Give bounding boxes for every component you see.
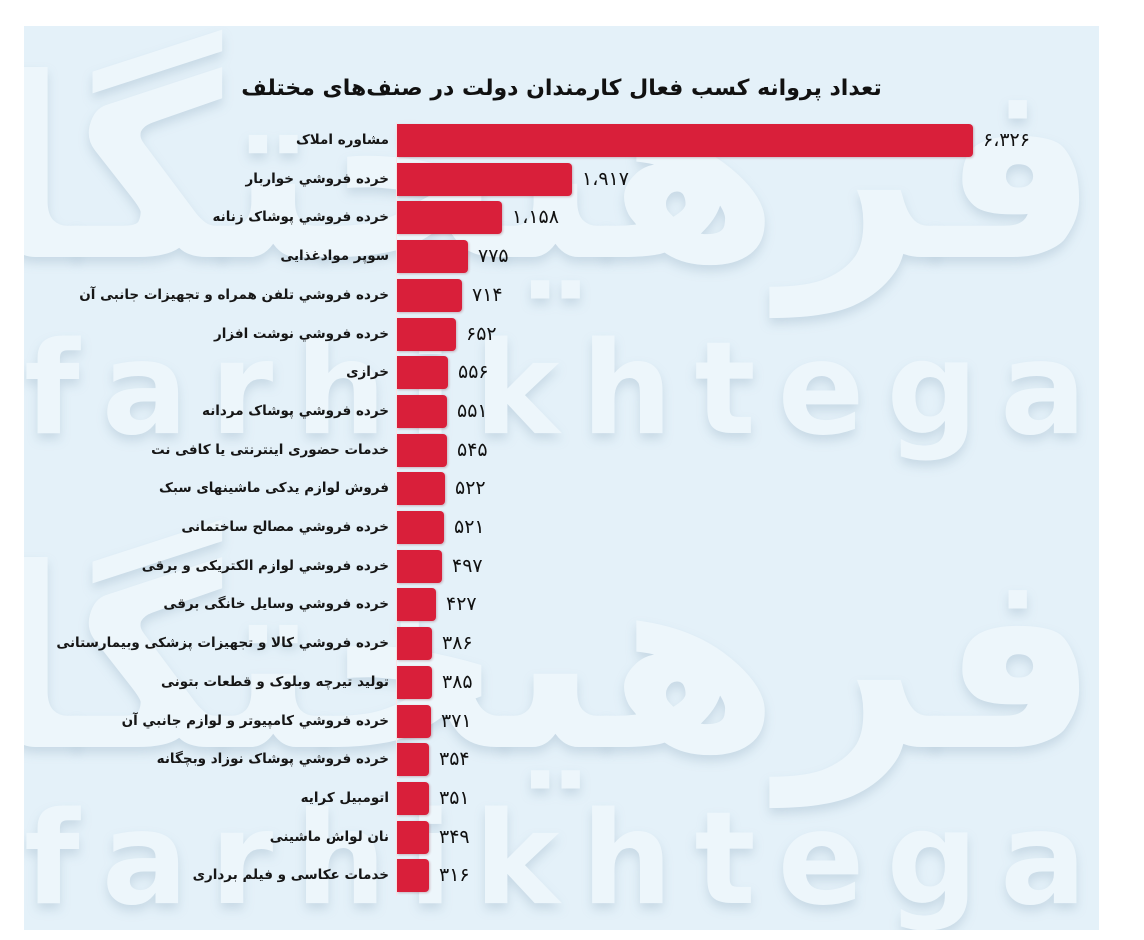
bar (397, 201, 502, 235)
category-label: خرده فروشي خواربار (245, 170, 390, 187)
bar-row: خدمات عکاسی و فیلم برداری ۳۱۶ (24, 857, 1099, 893)
bar-row: خرده فروشي کامپیوتر و لوازم جانبي آن ۳۷۱ (24, 703, 1099, 739)
value-label: ۳۱۶ (439, 864, 470, 887)
category-label: فروش لوازم یدکی ماشینهای سبک (159, 480, 389, 497)
category-label: خرده فروشي وسایل خانگی برقی (163, 596, 389, 613)
value-label: ۳۵۴ (439, 748, 470, 771)
bar-row: خرازی ۵۵۶ (24, 354, 1099, 390)
category-label: خدمات حضوری اینترنتی یا کافی نت (151, 441, 389, 458)
bar (397, 859, 429, 893)
value-label: ۱،۱۵۸ (512, 206, 559, 229)
category-label: خرده فروشي مصالح ساختمانی (181, 519, 389, 535)
bar-row: خرده فروشي پوشاک زنانه ۱،۱۵۸ (24, 199, 1099, 235)
category-label: سوپر موادغذایی (280, 248, 389, 265)
value-label: ۷۱۴ (472, 283, 503, 306)
value-label: ۱،۹۱۷ (582, 167, 629, 190)
category-label: مشاوره املاک (295, 132, 389, 148)
bar-row: نان لواش ماشینی ۳۴۹ (24, 819, 1099, 855)
value-label: ۵۲۱ (454, 516, 485, 538)
chart-title: تعداد پروانه کسب فعال کارمندان دولت در ص… (241, 76, 882, 101)
bar (397, 820, 429, 854)
bar (397, 356, 448, 390)
bar-row: خرده فروشي کالا و تجهیزات پزشکی وبیمارست… (24, 625, 1099, 661)
bar (397, 433, 447, 467)
bar-row: خرده فروشي نوشت افزار ۶۵۲ (24, 316, 1099, 352)
bar (397, 240, 468, 274)
category-label: خرده فروشي پوشاک زنانه (212, 209, 389, 226)
value-label: ۳۸۶ (442, 632, 473, 655)
chart-panel: فرهیختگان farhikhtegan فرهیختگان farhikh… (24, 26, 1099, 930)
value-label: ۳۴۹ (439, 825, 470, 848)
value-label: ۷۷۵ (478, 245, 509, 268)
value-label: ۶،۳۲۶ (983, 129, 1030, 151)
bar-row: خرده فروشي مصالح ساختمانی ۵۲۱ (24, 509, 1099, 545)
value-label: ۳۵۱ (439, 786, 470, 809)
bar-row: اتومبیل کرایه ۳۵۱ (24, 780, 1099, 816)
category-label: خرازی (346, 364, 389, 381)
bar (397, 627, 432, 661)
value-label: ۴۲۷ (446, 593, 477, 616)
bar (397, 588, 436, 622)
value-label: ۶۵۲ (466, 322, 497, 345)
bar-row: خرده فروشي پوشاک مردانه ۵۵۱ (24, 393, 1099, 429)
bar-row: خرده فروشي تلفن همراه و تجهیزات جانبی آن… (24, 277, 1099, 313)
bar (397, 472, 445, 506)
category-label: اتومبیل کرایه (300, 789, 389, 806)
bar (397, 278, 462, 312)
bar (397, 511, 444, 544)
value-label: ۳۸۵ (442, 670, 473, 693)
bar (397, 549, 442, 583)
bar (397, 781, 429, 815)
category-label: خرده فروشي کالا و تجهیزات پزشکی وبیمارست… (56, 635, 389, 652)
bar-row: خدمات حضوری اینترنتی یا کافی نت ۵۴۵ (24, 432, 1099, 468)
category-label: خرده فروشي پوشاک مردانه (202, 402, 389, 419)
category-label: خرده فروشي نوشت افزار (213, 325, 389, 342)
value-label: ۳۷۱ (441, 709, 472, 732)
category-label: خرده فروشي لوازم الکتریکی و برقی (141, 557, 389, 574)
bar (397, 743, 429, 777)
bar (397, 162, 572, 196)
category-label: خرده فروشي پوشاک نوزاد وبچگانه (156, 751, 389, 768)
category-label: خرده فروشي تلفن همراه و تجهیزات جانبی آن (79, 286, 389, 303)
bar (397, 704, 431, 738)
value-label: ۵۵۱ (457, 399, 488, 422)
bar (397, 317, 456, 351)
category-axis-line (396, 122, 397, 896)
value-label: ۵۴۵ (457, 438, 488, 461)
category-label: تولید تیرچه وبلوک و قطعات بتونی (161, 673, 389, 690)
category-label: خرده فروشي کامپیوتر و لوازم جانبي آن (121, 712, 389, 729)
bar-row: خرده فروشي خواربار ۱،۹۱۷ (24, 161, 1099, 197)
bar-row: مشاوره املاک ۶،۳۲۶ (24, 122, 1099, 158)
category-label: خدمات عکاسی و فیلم برداری (192, 867, 389, 884)
bar (397, 394, 447, 428)
bar-row: فروش لوازم یدکی ماشینهای سبک ۵۲۲ (24, 470, 1099, 506)
bar-row: خرده فروشي پوشاک نوزاد وبچگانه ۳۵۴ (24, 741, 1099, 777)
bar-row: خرده فروشي لوازم الکتریکی و برقی ۴۹۷ (24, 548, 1099, 584)
bar (397, 665, 432, 699)
category-label: نان لواش ماشینی (269, 828, 389, 845)
value-label: ۴۹۷ (452, 554, 483, 577)
value-label: ۵۲۲ (455, 477, 486, 500)
bar-row: خرده فروشي وسایل خانگی برقی ۴۲۷ (24, 586, 1099, 622)
bar (397, 124, 973, 157)
value-label: ۵۵۶ (458, 361, 489, 384)
bar-row: سوپر موادغذایی ۷۷۵ (24, 238, 1099, 274)
bar-row: تولید تیرچه وبلوک و قطعات بتونی ۳۸۵ (24, 664, 1099, 700)
